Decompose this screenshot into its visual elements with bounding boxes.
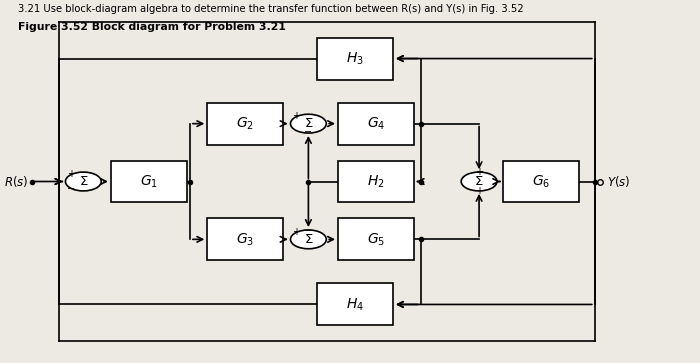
Text: $G_5$: $G_5$ [367, 231, 385, 248]
Text: −: − [304, 127, 312, 136]
Text: +: + [67, 168, 75, 179]
FancyBboxPatch shape [503, 160, 579, 203]
Text: $G_3$: $G_3$ [236, 231, 254, 248]
FancyBboxPatch shape [338, 160, 414, 203]
Text: +: + [292, 227, 300, 237]
Text: $G_1$: $G_1$ [140, 173, 158, 190]
Text: $Y(s)$: $Y(s)$ [607, 174, 631, 189]
Text: $H_3$: $H_3$ [346, 50, 364, 67]
FancyBboxPatch shape [111, 160, 187, 203]
FancyBboxPatch shape [207, 219, 283, 260]
Text: +: + [292, 111, 300, 121]
FancyBboxPatch shape [317, 38, 393, 79]
Text: $\Sigma$: $\Sigma$ [475, 175, 484, 188]
Text: Figure 3.52 Block diagram for Problem 3.21: Figure 3.52 Block diagram for Problem 3.… [18, 23, 286, 32]
Circle shape [461, 172, 497, 191]
Text: $\Sigma$: $\Sigma$ [304, 117, 313, 130]
Text: −: − [67, 184, 75, 195]
Text: $\Sigma$: $\Sigma$ [304, 233, 313, 246]
Text: +: + [475, 185, 483, 196]
Text: $H_4$: $H_4$ [346, 296, 364, 313]
Circle shape [290, 230, 326, 249]
Text: $G_4$: $G_4$ [367, 115, 385, 132]
FancyBboxPatch shape [338, 219, 414, 260]
FancyBboxPatch shape [207, 103, 283, 144]
Text: $H_2$: $H_2$ [367, 173, 385, 190]
Circle shape [65, 172, 101, 191]
Text: $G_6$: $G_6$ [532, 173, 550, 190]
Circle shape [290, 114, 326, 133]
Text: $\Sigma$: $\Sigma$ [78, 175, 88, 188]
Text: $G_2$: $G_2$ [236, 115, 254, 132]
Text: −: − [304, 227, 312, 236]
FancyBboxPatch shape [317, 284, 393, 325]
Text: 3.21 Use block-diagram algebra to determine the transfer function between R(s) a: 3.21 Use block-diagram algebra to determ… [18, 4, 524, 14]
Text: $R(s)$: $R(s)$ [4, 174, 29, 189]
FancyBboxPatch shape [338, 103, 414, 144]
Text: +: + [475, 167, 483, 178]
